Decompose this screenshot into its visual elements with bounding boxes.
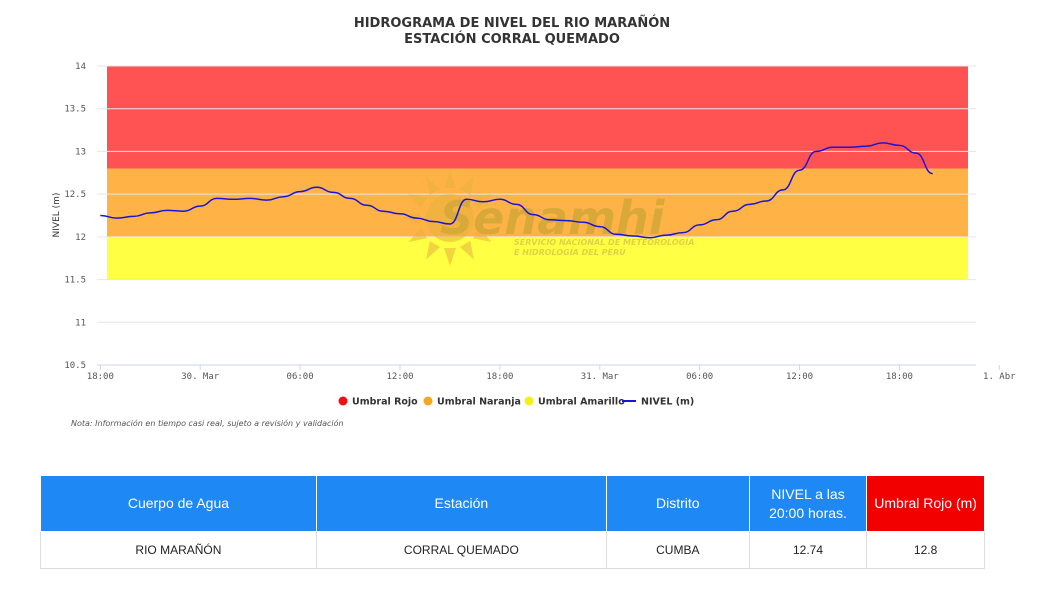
watermark-tagline-2: E HIDROLOGÍA DEL PERÚ (514, 246, 626, 257)
y-tick-label: 12.5 (64, 190, 86, 200)
x-tick-label: 12:00 (786, 372, 813, 382)
chart-legend: Umbral Rojo Umbral Naranja Umbral Amarillo… (338, 396, 694, 408)
cell-water-body: RIO MARAÑÓN (40, 531, 317, 569)
watermark-tagline-1: SERVICIO NACIONAL DE METEOROLOGÍA (514, 236, 694, 247)
x-tick-label: 06:00 (287, 372, 314, 382)
y-tick-label: 12 (75, 233, 86, 243)
header-water-body: Cuerpo de Agua (40, 475, 317, 532)
threshold-band-1 (107, 168, 968, 237)
y-tick-label: 13.5 (64, 105, 86, 115)
table-header-row: Cuerpo de Agua Estación Distrito NIVEL a… (40, 475, 985, 532)
x-tick-label: 30. Mar (181, 372, 220, 382)
x-tick-label: 18:00 (486, 372, 513, 382)
legend-marker (524, 396, 534, 406)
chart-title: HIDROGRAMA DE NIVEL DEL RIO MARAÑÓN (354, 15, 670, 31)
sun-logo-icon (402, 170, 498, 266)
chart-note: Nota: Información en tiempo casi real, s… (71, 418, 344, 428)
legend-marker (423, 396, 433, 406)
y-tick-label: 10.5 (64, 361, 86, 371)
senamhi-watermark: Senamhi SERVICIO NACIONAL DE METEOROLOGÍ… (402, 170, 694, 266)
y-tick-label: 14 (75, 62, 86, 72)
x-tick-label: 18:00 (87, 372, 114, 382)
x-tick-label: 1. Abr (983, 372, 1016, 382)
header-district: Distrito (605, 475, 750, 532)
cell-level: 12.74 (748, 531, 868, 569)
y-tick-label: 13 (75, 147, 86, 157)
table-row: RIO MARAÑÓN CORRAL QUEMADO CUMBA 12.74 1… (40, 531, 985, 569)
threshold-band-2 (107, 236, 968, 280)
series-line-nivel (100, 142, 933, 239)
x-tick-label: 31. Mar (581, 372, 620, 382)
y-tick-label: 11.5 (64, 276, 86, 286)
y-tick-label: 11 (75, 318, 86, 328)
legend-item-label[interactable]: Umbral Naranja (437, 397, 521, 408)
header-level: NIVEL a las 20:00 horas. (748, 475, 868, 532)
x-tick-label: 06:00 (686, 372, 713, 382)
legend-item-label[interactable]: Umbral Rojo (352, 397, 418, 408)
cell-red-threshold: 12.8 (866, 531, 985, 569)
cell-district: CUMBA (605, 531, 750, 569)
header-red-threshold: Umbral Rojo (m) (866, 475, 985, 532)
legend-item-label[interactable]: Umbral Amarillo (538, 397, 625, 408)
hydrograph-chart: HIDROGRAMA DE NIVEL DEL RIO MARAÑÓN ESTA… (52, 15, 1016, 428)
y-axis-label: NIVEL (m) (52, 193, 62, 238)
grid-lines (97, 65, 976, 323)
cell-station: CORRAL QUEMADO (315, 531, 607, 569)
watermark-brand: Senamhi (440, 191, 666, 245)
series-group (100, 142, 933, 239)
x-tick-label: 18:00 (886, 372, 913, 382)
threshold-band-0 (107, 66, 968, 169)
chart-svg: HIDROGRAMA DE NIVEL DEL RIO MARAÑÓN ESTA… (52, 15, 1016, 428)
x-tick-label: 12:00 (386, 372, 413, 382)
legend-marker (338, 396, 348, 406)
legend-item-label[interactable]: NIVEL (m) (641, 397, 694, 408)
station-info-table: Cuerpo de Agua Estación Distrito NIVEL a… (40, 475, 985, 569)
y-axis-ticks: 10.5 11 11.5 12 12.5 13 13.5 14 (64, 62, 86, 371)
x-axis-ticks: 18:00 30. Mar 06:00 12:00 18:00 31. Mar 06:00 1… (87, 365, 1016, 382)
chart-subtitle: ESTACIÓN CORRAL QUEMADO (404, 31, 620, 47)
header-station: Estación (315, 475, 607, 532)
